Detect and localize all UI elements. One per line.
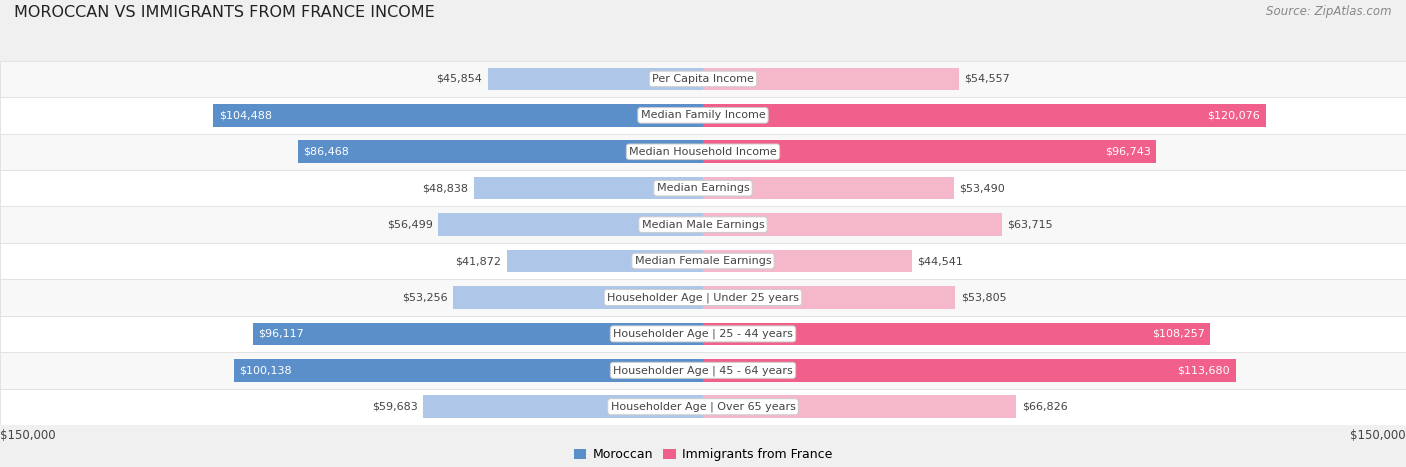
Bar [703,104,1265,127]
Bar [703,359,1236,382]
Bar [0,170,1406,206]
Text: Median Household Income: Median Household Income [628,147,778,157]
Text: Per Capita Income: Per Capita Income [652,74,754,84]
Text: $59,683: $59,683 [373,402,418,412]
Bar [506,250,703,272]
Bar [488,68,703,90]
Text: $56,499: $56,499 [387,219,433,230]
Bar [0,316,1406,352]
Text: Median Male Earnings: Median Male Earnings [641,219,765,230]
Bar [0,279,1406,316]
Text: Median Earnings: Median Earnings [657,183,749,193]
Text: $54,557: $54,557 [965,74,1010,84]
Bar [703,250,911,272]
Text: $96,743: $96,743 [1105,147,1150,157]
Text: $44,541: $44,541 [917,256,963,266]
Bar [703,141,1156,163]
Text: $150,000: $150,000 [1350,429,1406,442]
Text: $53,256: $53,256 [402,292,447,303]
Bar [0,243,1406,279]
Bar [0,352,1406,389]
Bar [703,286,955,309]
Text: $63,715: $63,715 [1007,219,1053,230]
Text: $41,872: $41,872 [456,256,501,266]
Bar [253,323,703,345]
Text: $96,117: $96,117 [259,329,304,339]
Text: $66,826: $66,826 [1022,402,1067,412]
Text: MOROCCAN VS IMMIGRANTS FROM FRANCE INCOME: MOROCCAN VS IMMIGRANTS FROM FRANCE INCOM… [14,5,434,20]
Text: $100,138: $100,138 [239,365,292,375]
Text: $45,854: $45,854 [437,74,482,84]
Bar [703,68,959,90]
Text: Median Family Income: Median Family Income [641,110,765,120]
Bar [703,396,1017,418]
Bar [703,323,1211,345]
Text: Householder Age | 45 - 64 years: Householder Age | 45 - 64 years [613,365,793,375]
Text: Householder Age | 25 - 44 years: Householder Age | 25 - 44 years [613,329,793,339]
Text: $53,490: $53,490 [959,183,1005,193]
Text: $48,838: $48,838 [422,183,468,193]
Bar [474,177,703,199]
Text: $53,805: $53,805 [960,292,1007,303]
Text: Source: ZipAtlas.com: Source: ZipAtlas.com [1267,5,1392,18]
Text: $150,000: $150,000 [0,429,56,442]
Text: Householder Age | Under 25 years: Householder Age | Under 25 years [607,292,799,303]
Text: $104,488: $104,488 [219,110,271,120]
Bar [703,177,953,199]
Text: Householder Age | Over 65 years: Householder Age | Over 65 years [610,402,796,412]
Bar [423,396,703,418]
Bar [453,286,703,309]
Legend: Moroccan, Immigrants from France: Moroccan, Immigrants from France [569,443,837,466]
Bar [0,97,1406,134]
Bar [0,389,1406,425]
Text: Median Female Earnings: Median Female Earnings [634,256,772,266]
Text: $120,076: $120,076 [1208,110,1260,120]
Bar [0,206,1406,243]
Bar [214,104,703,127]
Bar [233,359,703,382]
Text: $113,680: $113,680 [1178,365,1230,375]
Bar [703,213,1001,236]
Bar [298,141,703,163]
Bar [0,61,1406,97]
Text: $108,257: $108,257 [1152,329,1205,339]
Text: $86,468: $86,468 [304,147,349,157]
Bar [439,213,703,236]
Bar [0,134,1406,170]
